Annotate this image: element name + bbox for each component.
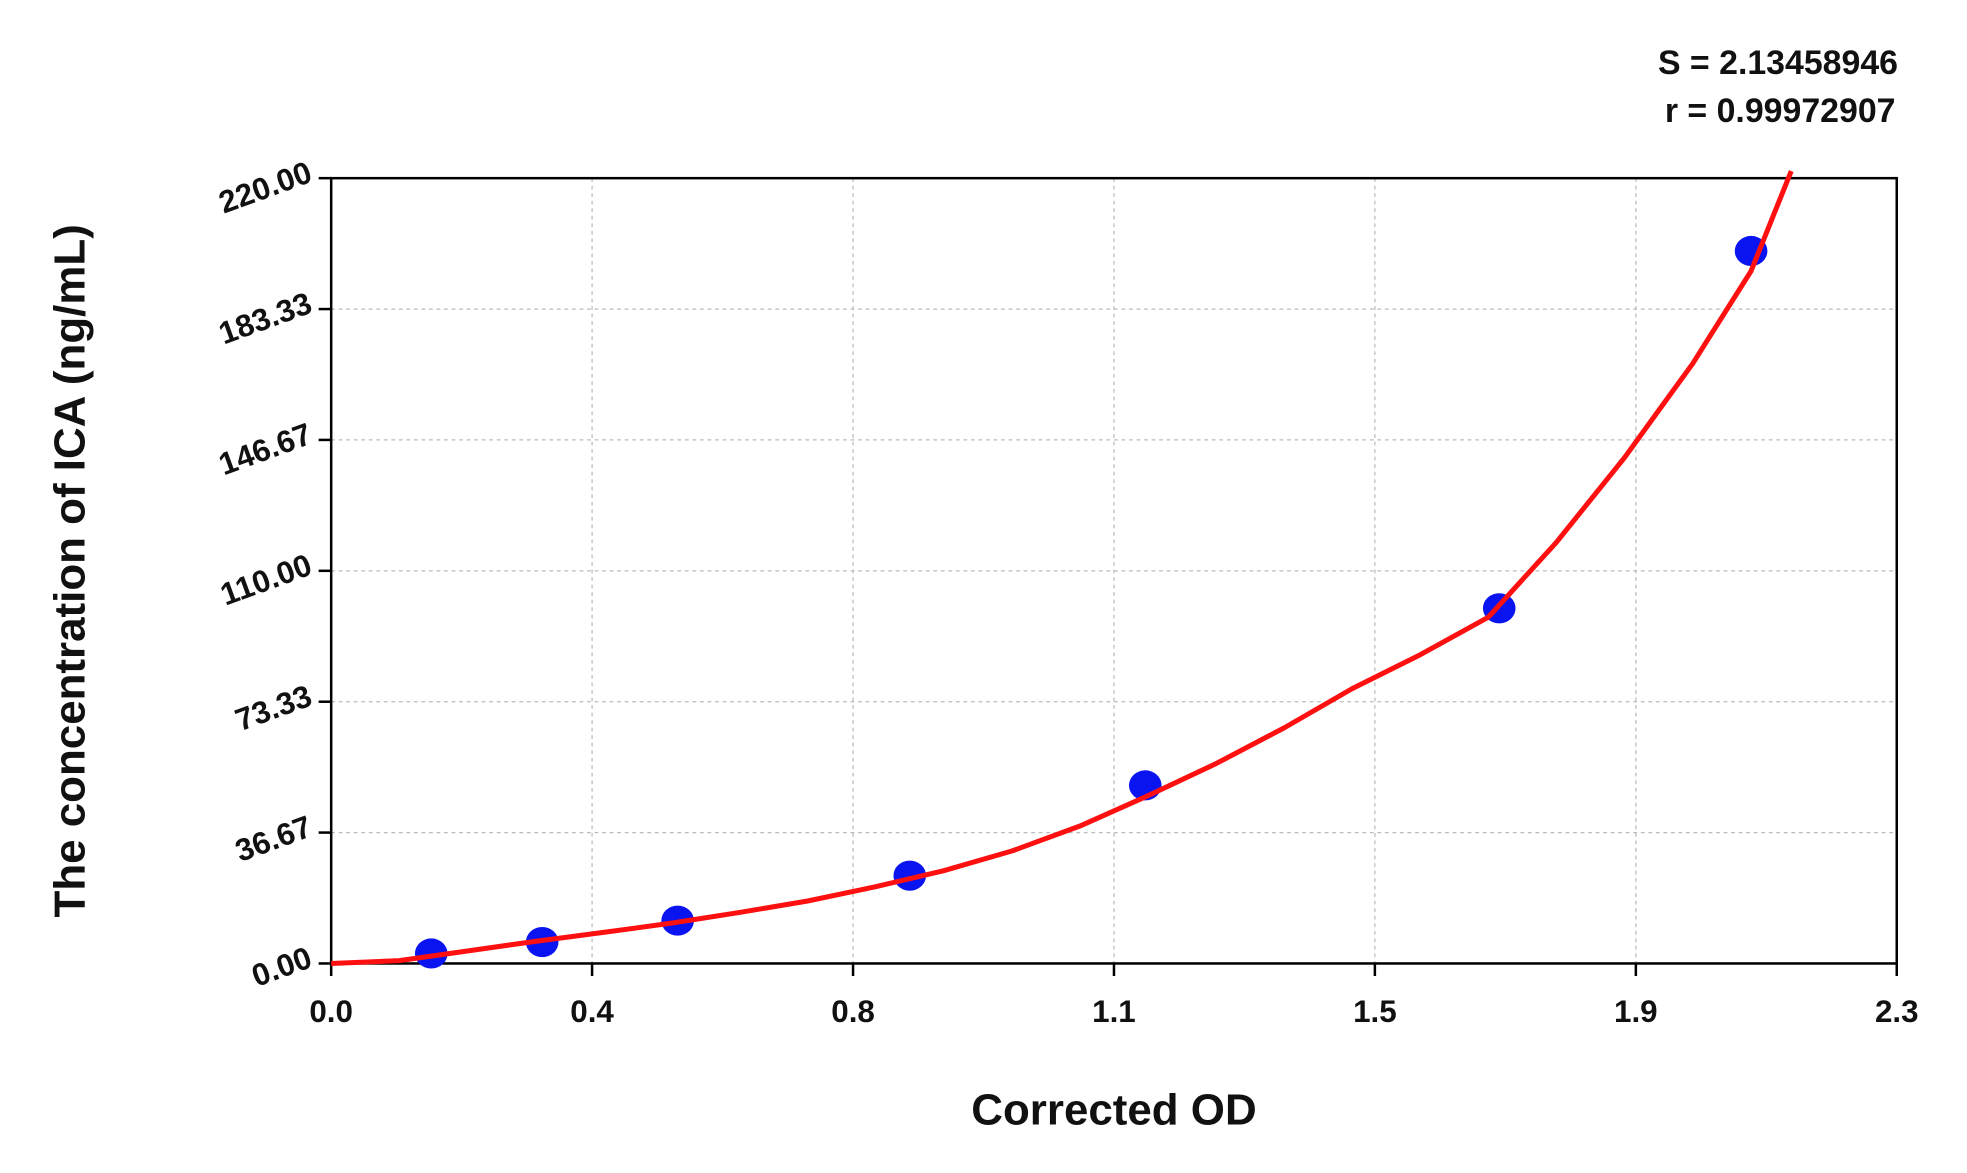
data-point xyxy=(1734,235,1768,267)
x-tick-label: 1.1 xyxy=(1092,994,1136,1029)
x-axis-label: Corrected OD xyxy=(971,1085,1256,1134)
plot-frame xyxy=(329,176,1899,965)
data-point xyxy=(414,938,448,969)
x-tick-label: 2.3 xyxy=(1875,994,1919,1029)
x-tick-label: 0.0 xyxy=(309,994,353,1029)
annotation: r = 0.99972907 xyxy=(1665,92,1896,130)
x-tick-label: 0.8 xyxy=(831,994,875,1029)
annotation: S = 2.13458946 xyxy=(1658,44,1898,82)
x-tick-label: 1.9 xyxy=(1614,994,1658,1029)
y-axis-label: The concentration of ICA (ng/mL) xyxy=(45,224,94,917)
fit-curve xyxy=(331,170,1794,966)
x-tick-label: 0.4 xyxy=(570,994,614,1029)
x-tick-label: 1.5 xyxy=(1353,994,1397,1029)
